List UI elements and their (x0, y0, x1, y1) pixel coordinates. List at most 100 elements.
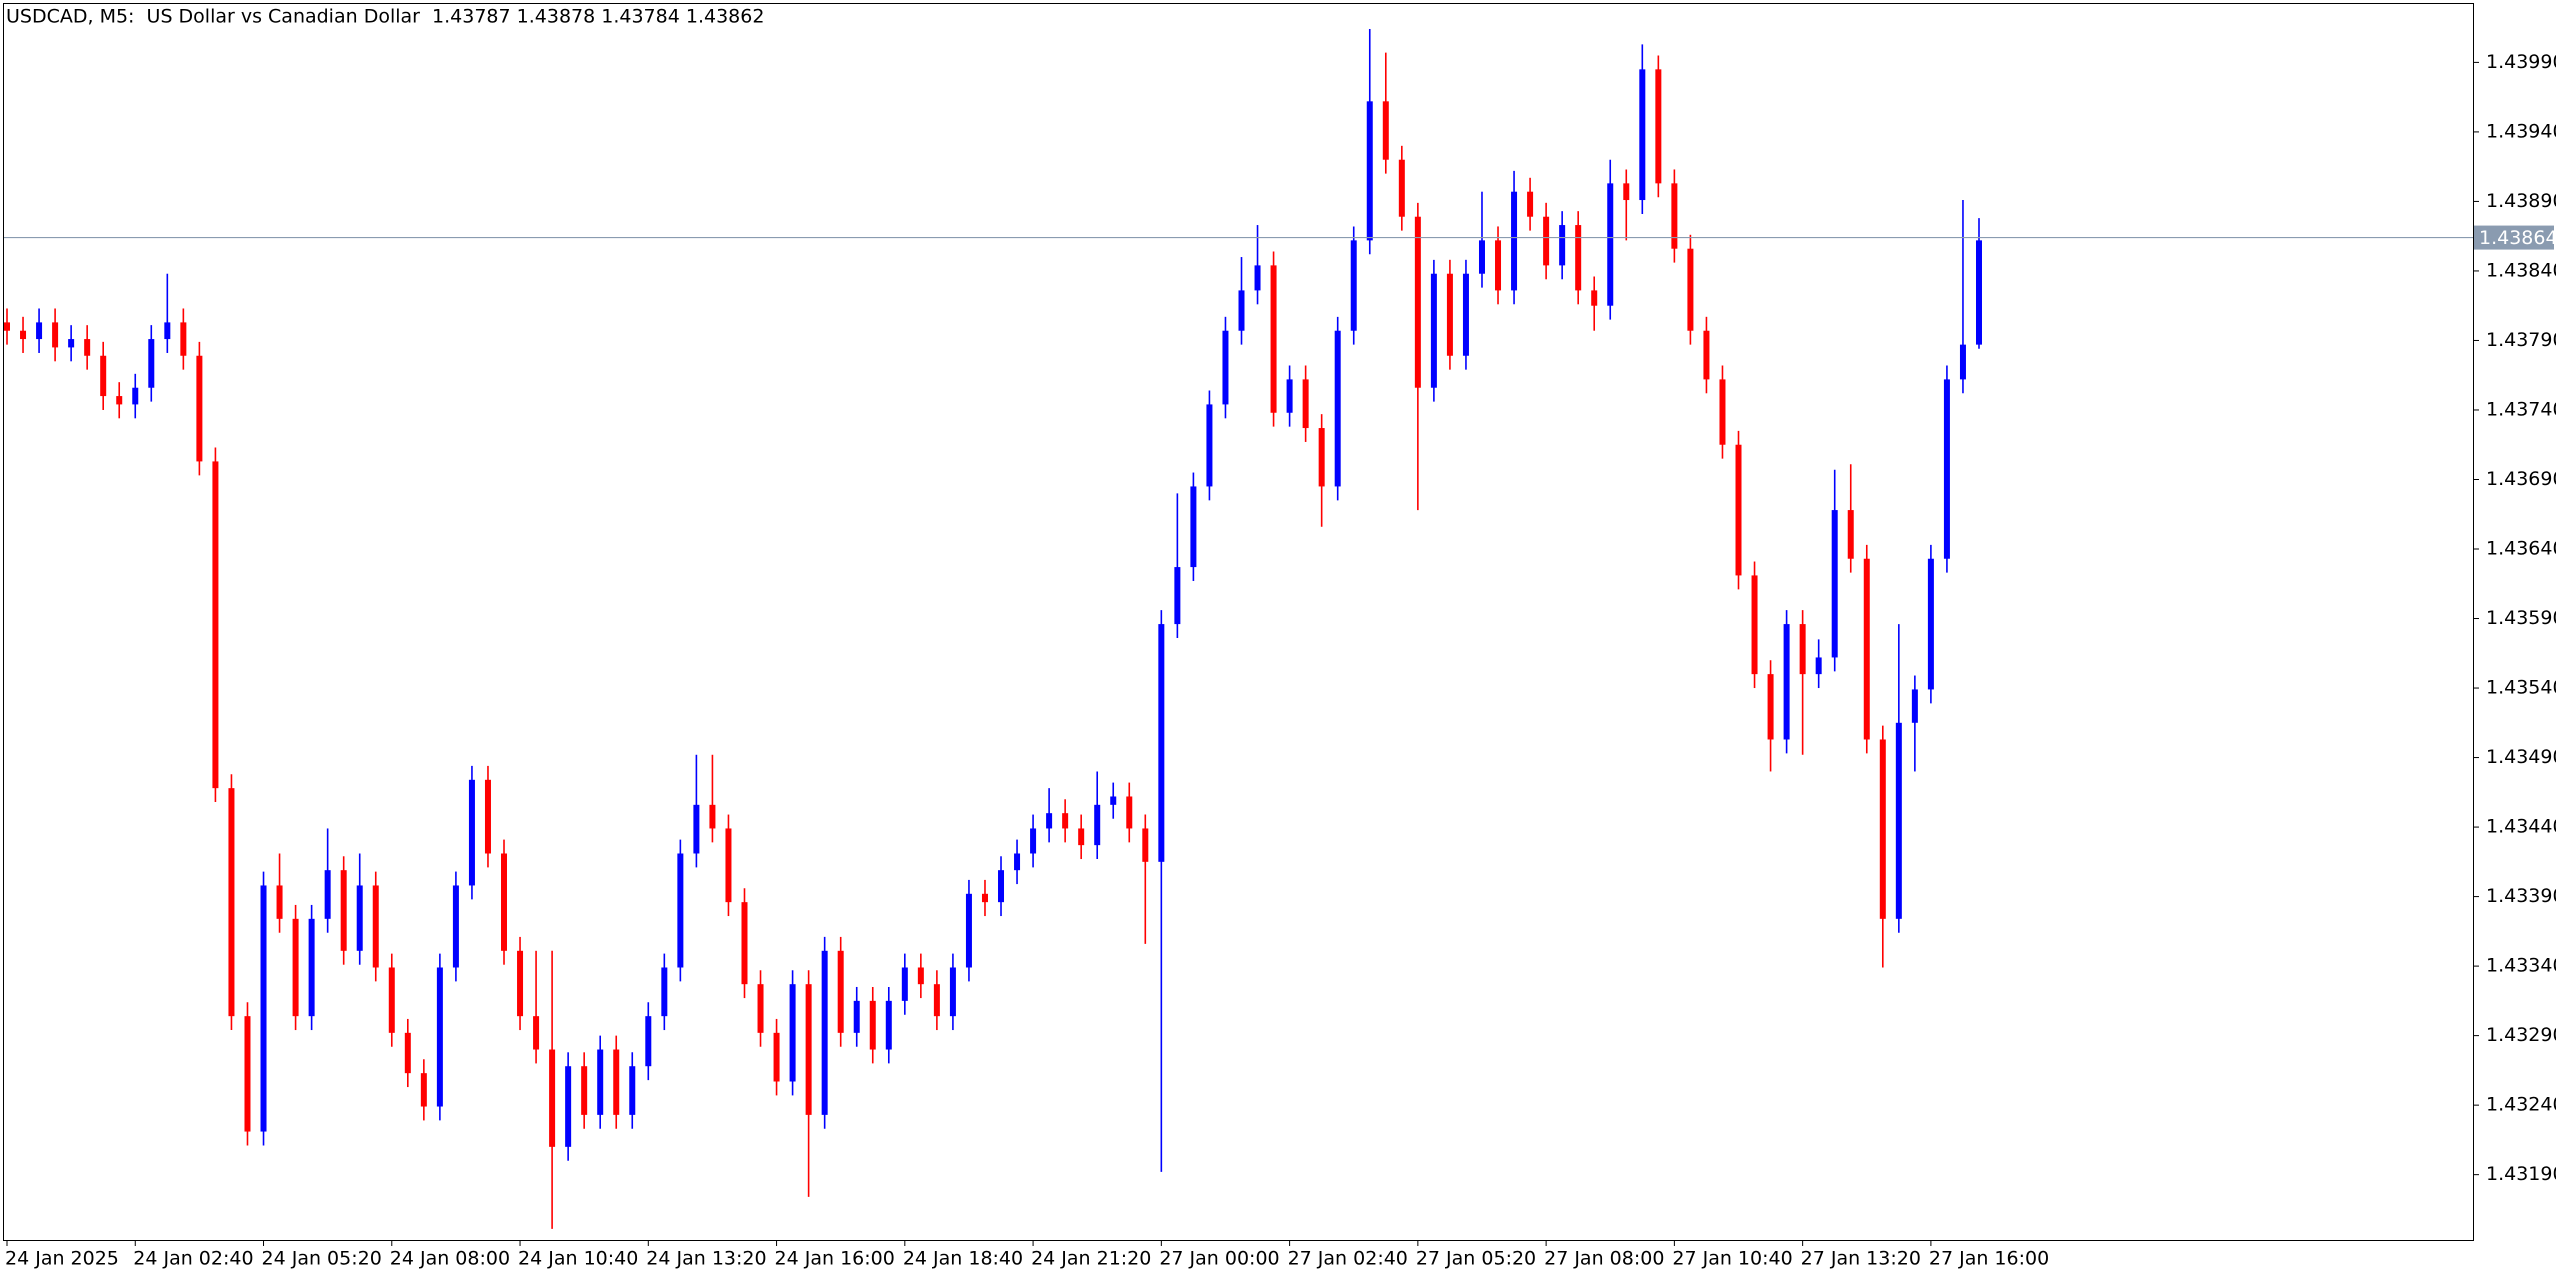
candle-body (20, 330, 27, 340)
y-tick-label: 1.43490 (2486, 746, 2556, 768)
candle-body (533, 1016, 540, 1050)
candle-body (1847, 510, 1854, 559)
candle-body (1462, 273, 1469, 356)
y-tick-label: 1.43240 (2486, 1094, 2556, 1116)
candle-body (549, 1049, 556, 1147)
candle-body (132, 387, 139, 405)
y-tick-label: 1.43290 (2486, 1024, 2556, 1046)
candle-body (1222, 330, 1229, 405)
candle-body (1831, 510, 1838, 658)
candle-body (613, 1049, 620, 1115)
candle-body (501, 853, 508, 951)
candle-body (1350, 240, 1357, 331)
candle-body (1959, 344, 1966, 380)
candle-body (1911, 689, 1918, 723)
candle-body (1398, 159, 1405, 217)
candle-body (276, 885, 283, 919)
candle-body (228, 788, 235, 1017)
candle-body (805, 984, 812, 1115)
candle-body (1254, 265, 1261, 291)
candle-body (1014, 853, 1021, 871)
candle-body (597, 1049, 604, 1115)
candle-body (1190, 486, 1197, 568)
candle-body (661, 967, 668, 1017)
candle-body (1094, 804, 1101, 846)
candle-body (1366, 101, 1373, 241)
candle-body (517, 950, 524, 1017)
candle-body (821, 950, 828, 1115)
candle-body (1126, 796, 1133, 829)
x-tick-label: 27 Jan 02:40 (1288, 1248, 1408, 1270)
candle-body (340, 870, 347, 951)
candle-body (1895, 722, 1902, 919)
candle-body (1446, 273, 1453, 356)
candle-body (725, 828, 732, 903)
candle-body (292, 918, 299, 1017)
candle-body (436, 967, 443, 1107)
candle-body (933, 984, 940, 1017)
candle-body (1863, 558, 1870, 740)
candle-body (949, 967, 956, 1017)
y-tick-label: 1.43190 (2486, 1163, 2556, 1185)
candle-body (869, 1000, 876, 1050)
candle-body (1975, 240, 1982, 345)
y-tick-label: 1.43940 (2486, 120, 2556, 142)
candle-body (1815, 657, 1822, 675)
candle-body (468, 779, 475, 886)
candle-body (629, 1066, 636, 1115)
x-tick-label: 24 Jan 10:40 (518, 1248, 638, 1270)
candle-body (52, 322, 59, 348)
candle-body (1607, 183, 1614, 306)
candle-body (677, 853, 684, 968)
candle-body (1687, 248, 1694, 331)
x-tick-label: 24 Jan 05:20 (262, 1248, 382, 1270)
candle-body (84, 339, 91, 356)
candle-body (1078, 828, 1085, 846)
candle-body (1879, 739, 1886, 919)
x-tick-label: 27 Jan 16:00 (1929, 1248, 2049, 1270)
candle-body (244, 1016, 251, 1132)
candle-body (260, 885, 267, 1132)
x-tick-label: 24 Jan 08:00 (390, 1248, 510, 1270)
candle-body (36, 322, 43, 340)
candle-body (452, 885, 459, 968)
candle-body (837, 950, 844, 1033)
candle-body (68, 339, 75, 348)
candle-body (1511, 191, 1518, 291)
candle-body (1559, 225, 1566, 266)
candle-body (308, 918, 315, 1017)
candle-body (4, 322, 10, 331)
candle-body (693, 804, 700, 854)
y-tick-label: 1.43540 (2486, 677, 2556, 699)
candle-body (164, 322, 171, 340)
candle-body (1158, 624, 1165, 862)
candle-body (1478, 240, 1485, 274)
candle-body (484, 779, 491, 854)
candle-body (1943, 379, 1950, 559)
candle-body (1030, 828, 1037, 854)
candle-body (853, 1000, 860, 1033)
candle-body (148, 339, 155, 388)
candle-body (1302, 379, 1309, 429)
x-tick-label: 24 Jan 13:20 (646, 1248, 766, 1270)
candle-body (1142, 828, 1149, 862)
x-tick-label: 27 Jan 13:20 (1801, 1248, 1921, 1270)
y-tick-label: 1.43790 (2486, 329, 2556, 351)
candle-body (1639, 69, 1646, 201)
candle-body (741, 902, 748, 985)
candle-body (404, 1032, 411, 1074)
candle-body (1110, 796, 1117, 805)
candle-body (212, 461, 219, 789)
candle-body (1430, 273, 1437, 388)
candle-body (1575, 225, 1582, 291)
candle-body (1174, 567, 1181, 625)
candle-body (1623, 183, 1630, 201)
candle-body (388, 967, 395, 1033)
y-tick-label: 1.43890 (2486, 190, 2556, 212)
last-price-box (2474, 225, 2554, 250)
candle-body (1783, 624, 1790, 740)
candle-body (1382, 101, 1389, 160)
candle-body (709, 804, 716, 829)
